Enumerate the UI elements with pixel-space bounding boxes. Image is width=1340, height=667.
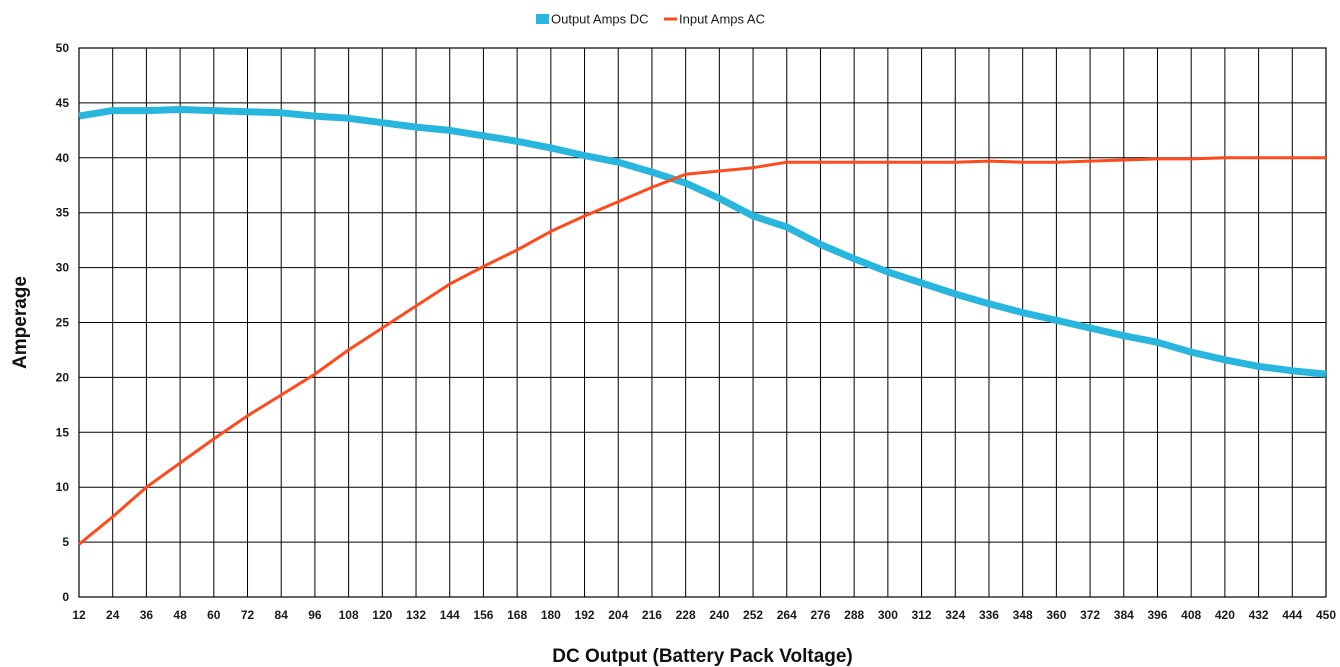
x-tick-label: 384 (1114, 608, 1134, 622)
x-tick-label: 36 (140, 608, 154, 622)
x-tick-label: 60 (207, 608, 221, 622)
x-tick-label: 48 (173, 608, 187, 622)
x-tick-label: 96 (308, 608, 322, 622)
legend: Output Amps DC Input Amps AC (536, 12, 765, 27)
x-tick-label: 420 (1215, 608, 1235, 622)
y-tick-label: 35 (56, 206, 70, 220)
x-tick-label: 300 (878, 608, 898, 622)
y-tick-label: 5 (62, 535, 69, 549)
x-tick-label: 336 (979, 608, 999, 622)
x-tick-label: 444 (1282, 608, 1302, 622)
x-tick-label: 360 (1046, 608, 1066, 622)
gridlines (78, 47, 1327, 598)
x-tick-label: 432 (1249, 608, 1269, 622)
x-tick-label: 132 (406, 608, 426, 622)
x-tick-label: 264 (777, 608, 797, 622)
x-tick-label: 72 (241, 608, 255, 622)
x-tick-label: 312 (912, 608, 932, 622)
x-tick-label: 192 (575, 608, 595, 622)
x-axis-title: DC Output (Battery Pack Voltage) (552, 646, 853, 667)
x-axis-ticks: 12 24 36 48 60 72 84 96 108 120 132 144 156 168 180 192… (72, 608, 1336, 622)
x-tick-label: 204 (608, 608, 628, 622)
x-tick-label: 228 (676, 608, 696, 622)
x-tick-label: 450 (1316, 608, 1336, 622)
x-tick-label: 168 (507, 608, 527, 622)
x-tick-label: 216 (642, 608, 662, 622)
x-tick-label: 24 (106, 608, 120, 622)
y-tick-label: 50 (56, 41, 70, 55)
y-tick-label: 40 (56, 151, 70, 165)
x-tick-label: 348 (1013, 608, 1033, 622)
x-tick-label: 288 (844, 608, 864, 622)
legend-label: Output Amps DC (551, 12, 649, 27)
x-tick-label: 324 (945, 608, 965, 622)
legend-swatch-output-amps-dc (536, 14, 549, 24)
x-tick-label: 120 (372, 608, 392, 622)
y-axis-ticks: 0 5 10 15 20 25 30 35 40 45 50 (56, 41, 70, 604)
x-tick-label: 12 (72, 608, 86, 622)
y-tick-label: 20 (56, 370, 70, 384)
series-line-output-amps-dc (78, 106, 1327, 378)
x-tick-label: 240 (709, 608, 729, 622)
y-axis-title: Amperage (10, 276, 31, 369)
x-tick-label: 408 (1181, 608, 1201, 622)
legend-label: Input Amps AC (679, 12, 765, 27)
x-tick-label: 396 (1147, 608, 1167, 622)
x-tick-label: 108 (339, 608, 359, 622)
x-tick-label: 156 (473, 608, 493, 622)
x-tick-label: 84 (275, 608, 289, 622)
series-line-input-amps-ac (78, 156, 1326, 546)
x-tick-label: 144 (440, 608, 460, 622)
x-tick-label: 372 (1080, 608, 1100, 622)
y-tick-label: 10 (56, 480, 70, 494)
y-tick-label: 45 (56, 96, 70, 110)
y-tick-label: 25 (56, 316, 70, 330)
y-tick-label: 15 (56, 425, 70, 439)
series-layer (78, 106, 1327, 546)
x-tick-label: 180 (541, 608, 561, 622)
y-tick-label: 0 (62, 590, 69, 604)
x-tick-label: 252 (743, 608, 763, 622)
y-tick-label: 30 (56, 261, 70, 275)
x-tick-label: 276 (810, 608, 830, 622)
